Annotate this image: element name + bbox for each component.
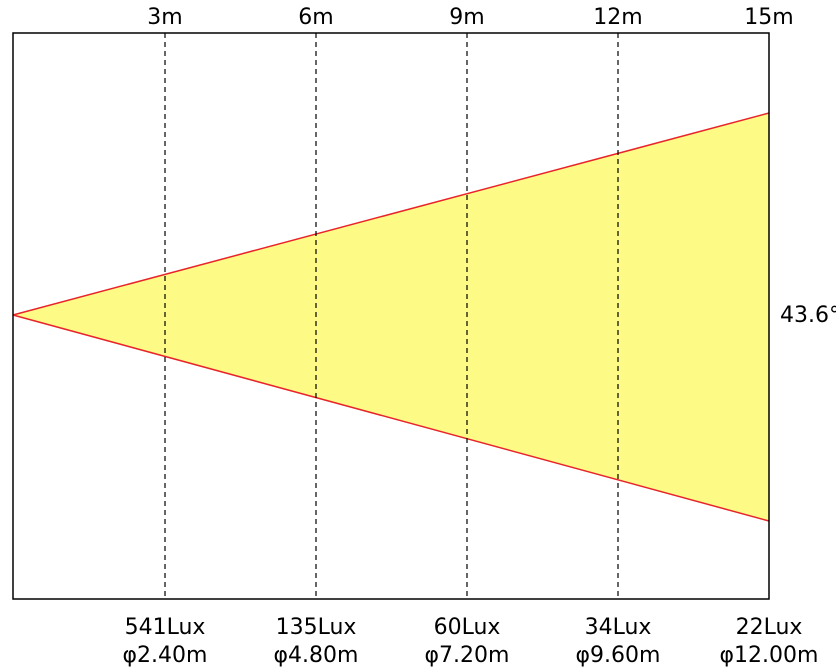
beam-edge-upper (12, 112, 770, 316)
illuminance-label-12m: 34Lux (585, 615, 652, 640)
beam-edge-lower (12, 314, 770, 522)
beam-diameter-label-9m: φ7.20m (425, 643, 510, 668)
illuminance-label-3m: 541Lux (125, 615, 206, 640)
illuminance-label-9m: 60Lux (434, 615, 501, 640)
distance-label-6m: 6m (298, 5, 333, 30)
distance-label-12m: 12m (593, 5, 642, 30)
beam-diameter-label-3m: φ2.40m (123, 643, 208, 668)
illuminance-label-15m: 22Lux (736, 615, 803, 640)
distance-label-3m: 3m (147, 5, 182, 30)
illuminance-label-6m: 135Lux (276, 615, 357, 640)
beam-diameter-label-12m: φ9.60m (576, 643, 661, 668)
beam-cone (13, 113, 769, 521)
distance-label-15m: 15m (744, 5, 793, 30)
distance-markers (164, 33, 619, 599)
diagram-frame (12, 32, 770, 600)
beam-angle-label: 43.6° (780, 303, 836, 328)
beam-diameter-label-15m: φ12.00m (720, 643, 819, 668)
distance-label-9m: 9m (449, 5, 484, 30)
beam-diameter-label-6m: φ4.80m (274, 643, 359, 668)
